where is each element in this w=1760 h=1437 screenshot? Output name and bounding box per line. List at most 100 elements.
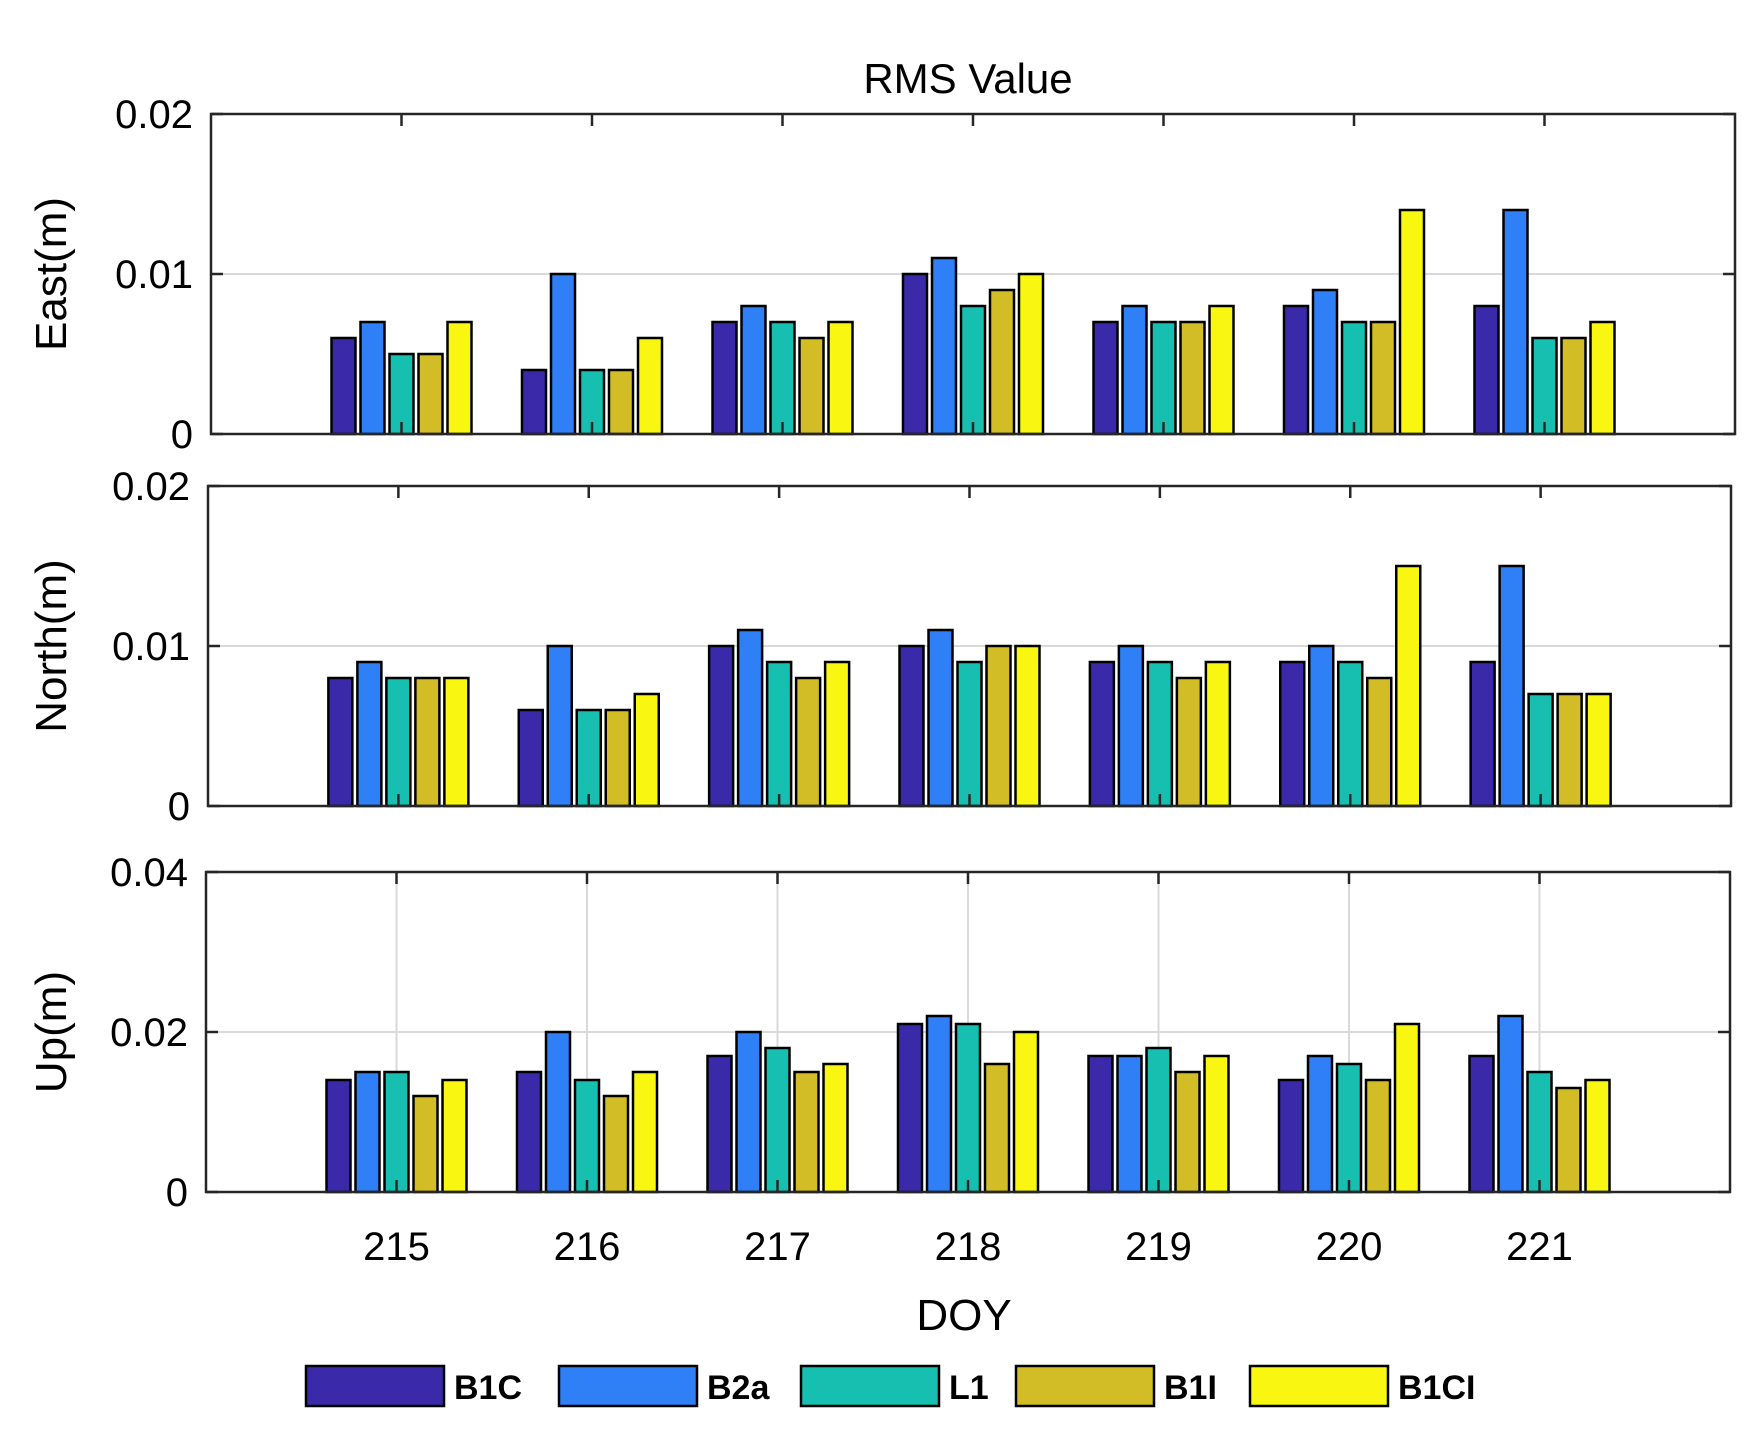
bar-b1ci-218 <box>1014 644 1041 808</box>
subplots: 0 0.01 0.02 East(m) 0 0.01 0.02 North(m) 0 0.02 0.… <box>27 93 1737 1269</box>
bar-b1i-217 <box>798 336 825 436</box>
bar-b2a-216 <box>549 272 577 436</box>
figure-title: RMS Value <box>863 55 1072 102</box>
bar-b1ci-216 <box>633 692 660 808</box>
bar-b1ci-218 <box>1017 272 1045 436</box>
bar-b2a-217 <box>735 1030 762 1194</box>
y-tick-label: 0.02 <box>115 93 193 137</box>
bar-l1-220 <box>1337 660 1364 808</box>
x-axis-label: DOY <box>916 1291 1011 1340</box>
bar-b2a-221 <box>1498 564 1525 808</box>
legend-item-b1ci: B1CI <box>1248 1364 1475 1408</box>
x-tick-label: 215 <box>363 1225 430 1269</box>
bar-b2a-220 <box>1308 644 1335 808</box>
bar-b1i-215 <box>414 676 441 808</box>
bar-b1i-218 <box>983 1062 1011 1194</box>
bar-b1c-215 <box>327 676 354 808</box>
bar-b1ci-216 <box>636 336 664 436</box>
legend-item-b2a: B2a <box>557 1364 770 1408</box>
bar-l1-218 <box>959 304 987 436</box>
bar-b2a-217 <box>740 304 767 436</box>
bar-b1c-219 <box>1088 660 1116 808</box>
bar-b1ci-215 <box>446 320 473 436</box>
bar-b2a-216 <box>546 644 573 808</box>
bar-l1-219 <box>1146 660 1174 808</box>
bar-b1ci-218 <box>1012 1030 1040 1194</box>
bar-b1c-219 <box>1087 1054 1114 1194</box>
legend-label: B2a <box>707 1369 770 1407</box>
bar-b1i-215 <box>417 352 444 436</box>
bar-b2a-219 <box>1121 304 1148 436</box>
legend-label: B1CI <box>1398 1369 1475 1407</box>
y-tick-label: 0.02 <box>112 465 190 509</box>
bar-b1ci-215 <box>443 676 470 808</box>
bar-b1i-218 <box>985 644 1012 808</box>
bar-b2a-218 <box>930 256 958 436</box>
bar-b2a-215 <box>354 1070 381 1194</box>
bar-b1c-217 <box>706 1054 733 1194</box>
y-tick-label: 0.02 <box>110 1011 188 1055</box>
bar-b2a-217 <box>736 628 764 808</box>
bar-b1i-219 <box>1175 676 1203 808</box>
bar-b1c-216 <box>520 368 548 436</box>
bar-b1ci-221 <box>1584 1078 1611 1194</box>
bar-l1-217 <box>769 320 796 436</box>
bar-b2a-219 <box>1116 1054 1143 1194</box>
bar-b1i-221 <box>1560 336 1587 436</box>
x-tick-label: 216 <box>554 1225 621 1269</box>
legend: B1C B2a L1 B1I B1CI <box>304 1364 1475 1408</box>
bar-b1i-221 <box>1555 1086 1582 1194</box>
bar-b1c-216 <box>515 1070 543 1194</box>
y-axis-label: North(m) <box>27 559 76 733</box>
panel-up: 0 0.02 0.04 215 216 217 218 219 220 221 Up(m) <box>27 851 1732 1269</box>
bar-b1c-218 <box>898 644 925 808</box>
bar-b1i-217 <box>793 1070 820 1194</box>
bar-l1-216 <box>578 368 606 436</box>
bar-l1-219 <box>1150 320 1177 436</box>
y-tick-label: 0 <box>166 1171 188 1215</box>
bar-b2a-220 <box>1311 288 1339 436</box>
bar-b2a-221 <box>1502 208 1529 436</box>
bar-b1ci-217 <box>823 660 851 808</box>
bar-l1-215 <box>385 676 412 808</box>
bar-b1i-219 <box>1179 320 1206 436</box>
legend-label: L1 <box>949 1369 989 1407</box>
x-tick-label: 221 <box>1506 1225 1573 1269</box>
bar-b1ci-220 <box>1393 1022 1421 1194</box>
bar-b1c-220 <box>1279 660 1306 808</box>
bar-b2a-221 <box>1497 1014 1524 1194</box>
panel-north: 0 0.01 0.02 North(m) <box>27 465 1733 829</box>
bar-l1-216 <box>573 1078 601 1194</box>
bar-b1i-221 <box>1556 692 1583 808</box>
legend-label: B1C <box>454 1369 522 1407</box>
x-tick-label: 219 <box>1125 1225 1192 1269</box>
bar-b2a-218 <box>927 628 954 808</box>
x-tick-label: 218 <box>935 1225 1002 1269</box>
bar-b2a-216 <box>544 1030 572 1194</box>
x-tick-label: 220 <box>1316 1225 1383 1269</box>
bar-b1i-217 <box>794 676 822 808</box>
bar-b1c-221 <box>1473 304 1500 436</box>
bar-b1i-220 <box>1366 676 1393 808</box>
bar-b2a-219 <box>1117 644 1145 808</box>
bar-b1i-216 <box>607 368 635 436</box>
bar-b2a-220 <box>1306 1054 1334 1194</box>
bar-l1-215 <box>383 1070 410 1194</box>
bar-b1c-217 <box>707 644 735 808</box>
y-tick-label: 0.01 <box>112 625 190 669</box>
bar-l1-221 <box>1527 692 1554 808</box>
bar-b1c-219 <box>1092 320 1119 436</box>
bar-b1ci-220 <box>1398 208 1426 436</box>
bar-l1-217 <box>765 660 793 808</box>
legend-swatch <box>799 1364 941 1408</box>
bar-b1c-216 <box>517 708 544 808</box>
legend-swatch <box>557 1364 699 1408</box>
legend-item-b1c: B1C <box>304 1364 522 1408</box>
bar-b1i-219 <box>1174 1070 1201 1194</box>
bar-b1i-216 <box>604 708 631 808</box>
bar-l1-220 <box>1335 1062 1363 1194</box>
bar-b1ci-219 <box>1203 1054 1230 1194</box>
bar-l1-218 <box>954 1022 982 1194</box>
bar-b1ci-217 <box>822 1062 849 1194</box>
bar-l1-221 <box>1531 336 1558 436</box>
